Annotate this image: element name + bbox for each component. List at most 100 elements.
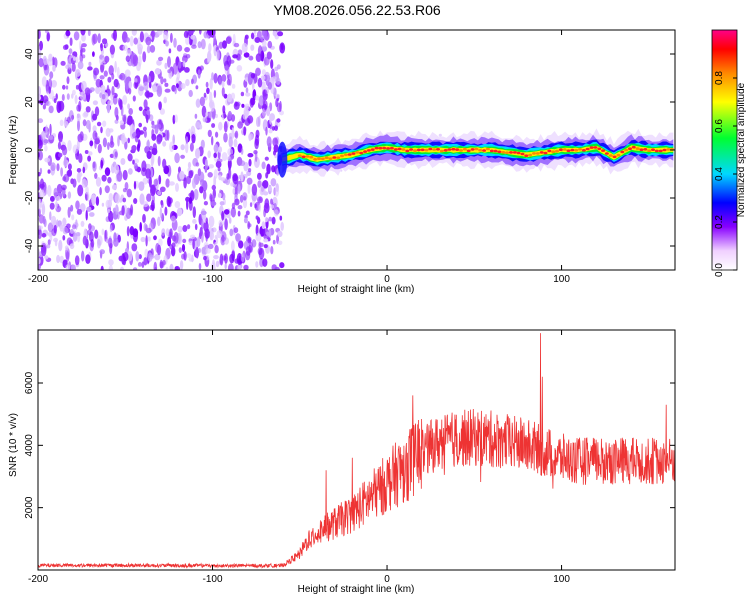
noise-blob: [219, 253, 224, 266]
noise-blob: [229, 253, 235, 264]
noise-blob: [133, 180, 137, 190]
noise-blob: [92, 51, 95, 57]
noise-blob: [198, 248, 201, 253]
noise-blob: [58, 138, 63, 143]
noise-blob: [38, 139, 43, 150]
ridge-peak-dot: [416, 148, 421, 152]
colorbar-tick-label: 0.4: [714, 167, 725, 181]
noise-blob: [185, 136, 189, 144]
x-tick-label: -200: [28, 574, 48, 585]
noise-blob: [133, 37, 138, 45]
noise-blob: [184, 67, 190, 73]
noise-blob: [145, 168, 152, 179]
noise-blob: [160, 76, 164, 85]
noise-blob: [78, 153, 83, 164]
noise-blob: [87, 191, 90, 202]
noise-blob: [56, 183, 63, 194]
noise-blob: [172, 235, 177, 242]
noise-blob: [93, 67, 100, 76]
ridge-peak-dot: [363, 150, 368, 153]
noise-blob: [192, 219, 197, 224]
noise-blob: [210, 201, 217, 207]
noise-blob: [261, 69, 266, 76]
noise-blob: [100, 265, 104, 270]
noise-blob: [141, 261, 145, 269]
noise-blob: [241, 42, 248, 54]
noise-blob: [131, 145, 137, 152]
ridge-peak-dot: [332, 156, 337, 159]
noise-blob: [209, 91, 213, 104]
ridge-peak-dot: [578, 148, 583, 151]
noise-blob: [94, 139, 97, 149]
noise-blob: [137, 262, 142, 267]
noise-blob: [38, 58, 44, 68]
ridge-peak-dot: [474, 147, 479, 151]
noise-blob: [232, 54, 239, 59]
ridge-peak-dot: [516, 151, 521, 155]
noise-blob: [149, 45, 156, 53]
noise-blob: [114, 193, 121, 204]
ridge-peak-dot: [532, 152, 536, 155]
ridge-peak-dot: [524, 154, 529, 157]
noise-blob: [72, 232, 78, 242]
noise-blob: [244, 34, 249, 40]
ridge-peak-dot: [359, 151, 364, 155]
noise-blob: [238, 240, 244, 249]
noise-blob: [63, 173, 70, 183]
noise-blob: [204, 165, 208, 173]
ridge-peak-dot: [340, 154, 344, 158]
noise-blob: [119, 99, 123, 110]
noise-blob: [243, 109, 250, 116]
ridge-peak-dot: [589, 146, 594, 149]
noise-blob: [137, 139, 141, 149]
noise-blob: [263, 191, 269, 196]
noise-blob: [146, 140, 151, 148]
noise-blob: [275, 93, 280, 99]
ridge-peak-dot: [581, 149, 586, 152]
noise-blob: [138, 181, 145, 192]
noise-blob: [47, 184, 52, 197]
noise-blob: [121, 205, 125, 216]
colorbar-tick-label: 0.0: [714, 263, 725, 277]
noise-blob: [199, 186, 204, 194]
noise-blob: [245, 77, 249, 82]
noise-blob: [147, 92, 154, 98]
noise-blob: [231, 83, 236, 89]
noise-blob: [156, 59, 162, 66]
noise-blob: [182, 238, 187, 244]
ridge-peak-dot: [397, 147, 402, 151]
ridge-peak-dot: [570, 148, 575, 152]
noise-blob: [44, 30, 49, 34]
noise-blob: [186, 30, 190, 39]
noise-blob: [209, 78, 213, 90]
noise-blob: [188, 192, 194, 198]
noise-blob: [92, 100, 98, 106]
noise-blob: [263, 56, 270, 66]
noise-blob: [234, 198, 240, 206]
noise-blob: [270, 198, 273, 205]
noise-blob: [124, 77, 130, 90]
ridge-peak-dot: [624, 148, 629, 152]
ridge-peak-dot: [451, 147, 456, 151]
noise-blob: [223, 209, 230, 215]
noise-blob: [107, 237, 113, 248]
noise-blob: [191, 254, 194, 263]
noise-blob: [167, 236, 172, 247]
noise-blob: [189, 142, 194, 152]
noise-blob: [162, 259, 166, 266]
noise-blob: [127, 153, 133, 162]
ridge-peak-dot: [370, 148, 375, 151]
noise-blob: [65, 30, 71, 37]
noise-blob: [232, 188, 236, 195]
noise-blob: [200, 38, 206, 50]
noise-blob: [146, 109, 151, 116]
noise-blob: [108, 210, 114, 223]
noise-blob: [132, 267, 138, 270]
noise-blob: [108, 259, 114, 266]
noise-blob: [126, 226, 130, 237]
noise-blob: [247, 115, 254, 124]
noise-blob: [126, 49, 132, 56]
noise-blob: [109, 44, 115, 55]
noise-blob: [271, 126, 275, 131]
noise-blob: [125, 37, 130, 43]
